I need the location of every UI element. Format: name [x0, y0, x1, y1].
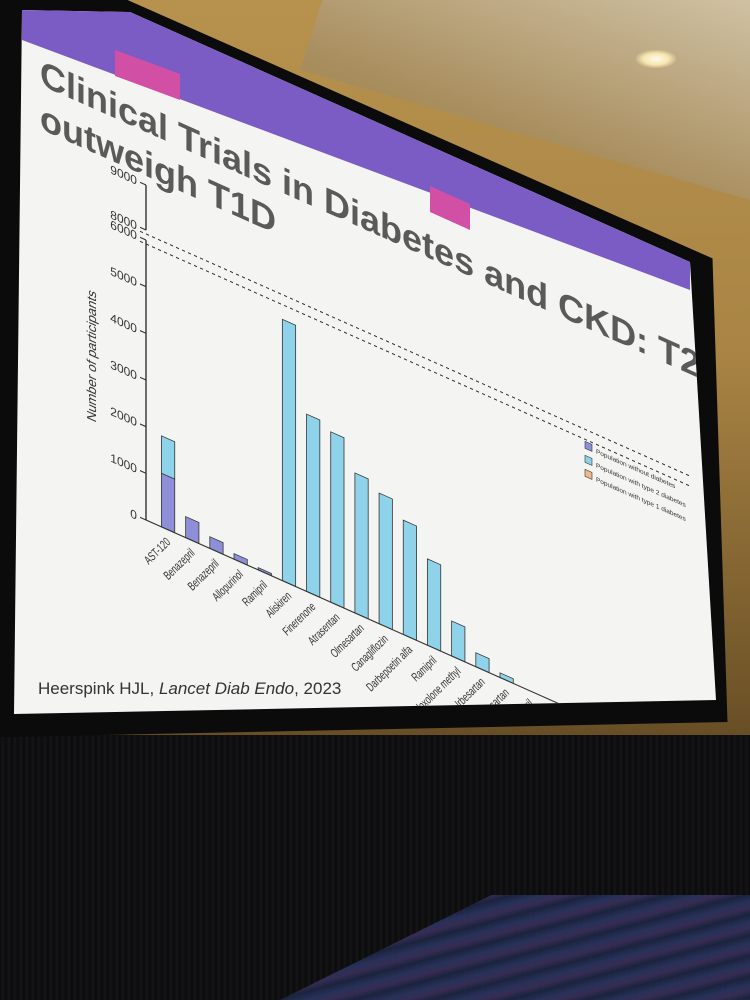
y-tick: [140, 330, 146, 334]
x-axis: [146, 519, 690, 714]
y-tick: [140, 226, 146, 231]
legend-swatch: [584, 468, 593, 480]
bar-type2: [451, 620, 466, 663]
y-tick: [140, 283, 146, 288]
y-tick: [140, 516, 146, 521]
header-accent-pink: [430, 186, 470, 230]
legend-swatch: [584, 454, 593, 466]
bar-type2: [306, 413, 321, 598]
y-tick: [140, 470, 146, 474]
x-tick-label: Lisinopril with nifedipine: [588, 751, 657, 820]
axis-break-line: [140, 230, 690, 477]
x-tick-label: Losartan with and without lisinopril: [440, 697, 536, 793]
bar-type2: [427, 558, 442, 652]
citation-author: Heerspink HJL,: [38, 679, 159, 698]
header-accent-band: [22, 10, 690, 290]
bar-type2: [281, 318, 297, 588]
axis-break-line: [140, 240, 690, 487]
header-accent-pink: [115, 50, 180, 100]
x-tick-label: Trandolapril with and without verapamil: [501, 730, 609, 837]
x-tick-label: Avosentan: [525, 708, 561, 744]
x-tick-label: Allopurinol: [646, 762, 681, 798]
legend-swatch: [584, 440, 593, 452]
y-tick: [140, 236, 146, 241]
bar-type2: [354, 472, 369, 620]
citation-journal: Lancet Diab Endo: [159, 679, 294, 698]
bar-no-diabetes: [161, 472, 176, 534]
y-tick: [140, 376, 146, 381]
bar-type2: [402, 519, 417, 641]
y-axis-label: Number of participants: [85, 287, 99, 424]
bar-type2: [378, 492, 393, 631]
citation-year: , 2023: [294, 679, 341, 698]
bar-type2: [330, 431, 345, 609]
bar-type2: [161, 435, 176, 480]
x-tick-label: Captopril: [601, 740, 633, 772]
slide-citation: Heerspink HJL, Lancet Diab Endo, 2023: [38, 679, 341, 698]
x-tick-label: Sulodexide: [548, 719, 585, 757]
y-tick: [140, 181, 146, 186]
ceiling-light: [636, 50, 676, 68]
y-tick-label: 0: [130, 507, 137, 523]
y-tick: [140, 423, 146, 428]
